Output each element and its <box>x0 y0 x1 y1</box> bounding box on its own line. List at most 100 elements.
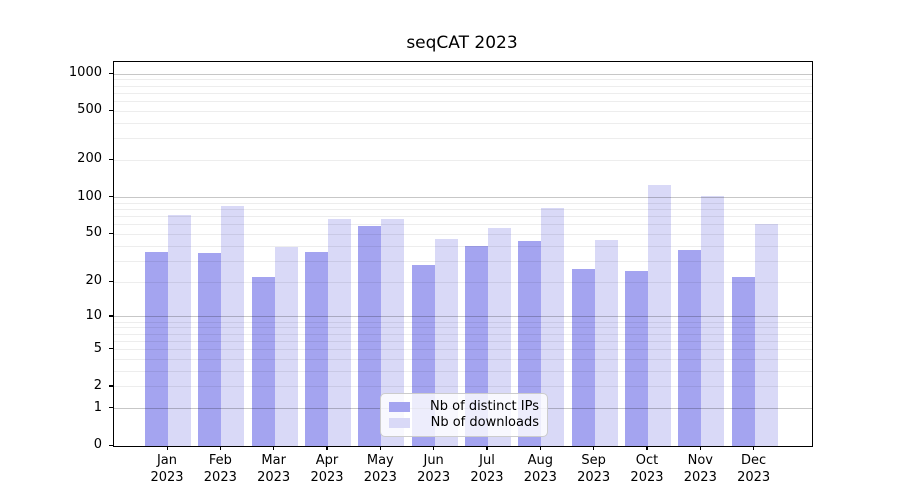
bar-distinct-ips-apr <box>304 251 328 446</box>
x-tick-year: 2023 <box>683 470 717 485</box>
x-tick-label-feb: Feb 2023 <box>190 452 250 486</box>
y-tick-mark <box>109 444 113 446</box>
x-tick-month: Feb <box>208 453 232 468</box>
bar-downloads-sep <box>594 239 618 446</box>
x-tick-mark <box>486 446 488 450</box>
bar-downloads-dec <box>754 223 778 446</box>
y-tick-label: 50 <box>85 225 102 241</box>
y-tick-label: 1 <box>93 399 102 415</box>
x-tick-mark <box>219 446 222 450</box>
bar-distinct-ips-nov <box>678 250 702 446</box>
bar-downloads-nov <box>701 195 725 446</box>
x-tick-label-apr: Apr 2023 <box>297 452 357 486</box>
x-tick-year: 2023 <box>417 470 451 485</box>
x-tick-month: Aug <box>527 453 553 468</box>
y-tick-mark <box>109 385 113 387</box>
legend-label-distinct-ips: Nb of distinct IPs <box>430 399 539 414</box>
x-tick-month: May <box>366 453 394 468</box>
bars-layer <box>114 62 812 446</box>
x-tick-month: Jul <box>479 453 495 468</box>
x-tick-month: Nov <box>687 453 713 468</box>
bar-downloads-mar <box>274 247 298 446</box>
y-tick-mark <box>109 158 113 161</box>
x-tick-mark <box>646 446 648 450</box>
x-tick-month: Jan <box>156 453 178 468</box>
x-tick-month: Mar <box>261 453 286 468</box>
bar-downloads-apr <box>327 218 351 446</box>
x-tick-year: 2023 <box>470 470 504 485</box>
legend-swatch-distinct-ips <box>389 402 410 412</box>
x-tick-label-jul: Jul 2023 <box>457 452 517 486</box>
bar-distinct-ips-mar <box>251 277 275 446</box>
y-tick-label: 1000 <box>68 65 102 80</box>
y-tick-mark <box>109 109 113 111</box>
x-tick-month: Jun <box>423 453 444 468</box>
x-tick-year: 2023 <box>577 470 611 485</box>
x-axis: Jan 2023 Feb 2023 Mar 2023 Apr 2023 May 2023 Jun 20… <box>113 446 811 496</box>
y-tick-mark <box>109 315 113 317</box>
x-tick-month: Apr <box>315 453 339 468</box>
y-tick-label: 500 <box>77 102 102 118</box>
legend: Nb of distinct IPs Nb of downloads <box>380 393 548 437</box>
x-tick-year: 2023 <box>257 470 291 485</box>
bar-distinct-ips-may <box>358 226 382 446</box>
legend-swatch-downloads <box>389 418 410 428</box>
x-tick-label-mar: Mar 2023 <box>244 452 304 486</box>
legend-label-downloads: Nb of downloads <box>430 415 539 430</box>
bar-distinct-ips-oct <box>624 270 648 446</box>
bar-downloads-oct <box>647 185 671 446</box>
y-axis: 0 1 2 5 10 20 50 100 200 500 1000 <box>0 61 113 452</box>
plot-area: Nb of distinct IPs Nb of downloads <box>113 61 813 447</box>
x-tick-label-sep: Sep 2023 <box>564 452 624 486</box>
x-tick-mark <box>699 446 701 450</box>
y-tick-mark <box>109 280 113 282</box>
x-tick-label-dec: Dec 2023 <box>724 452 784 486</box>
y-tick-mark <box>109 72 113 74</box>
x-tick-mark <box>753 446 755 450</box>
x-tick-year: 2023 <box>363 470 397 485</box>
y-tick-mark <box>109 232 113 234</box>
y-tick-label: 0 <box>93 437 102 452</box>
bar-distinct-ips-jan <box>145 251 168 446</box>
bar-distinct-ips-feb <box>198 253 222 446</box>
bar-distinct-ips-sep <box>571 268 595 446</box>
x-tick-month: Dec <box>741 453 767 468</box>
x-tick-label-jan: Jan 2023 <box>137 452 197 486</box>
y-tick-label: 2 <box>93 377 102 393</box>
x-tick-mark <box>166 446 168 450</box>
x-tick-mark <box>593 446 595 450</box>
x-tick-year: 2023 <box>523 470 557 485</box>
x-tick-year: 2023 <box>630 470 664 485</box>
x-tick-year: 2023 <box>203 470 237 485</box>
bar-downloads-feb <box>221 206 245 446</box>
y-tick-label: 10 <box>85 307 102 323</box>
x-tick-label-jun: Jun 2023 <box>404 452 464 486</box>
x-tick-year: 2023 <box>737 470 771 485</box>
x-tick-mark <box>326 446 328 450</box>
y-tick-label: 200 <box>77 151 102 167</box>
y-tick-label: 5 <box>93 340 102 356</box>
chart-title: seqCAT 2023 <box>406 33 518 53</box>
x-tick-label-may: May 2023 <box>350 452 410 486</box>
x-tick-label-nov: Nov 2023 <box>670 452 730 486</box>
x-tick-mark <box>379 446 381 450</box>
x-tick-year: 2023 <box>310 470 344 485</box>
legend-row-distinct-ips: Nb of distinct IPs <box>389 399 539 415</box>
x-tick-label-aug: Aug 2023 <box>510 452 570 486</box>
legend-row-downloads: Nb of downloads <box>389 415 539 431</box>
bar-distinct-ips-dec <box>731 277 755 446</box>
x-tick-year: 2023 <box>150 470 184 485</box>
y-tick-mark <box>109 407 113 409</box>
x-tick-month: Oct <box>635 453 659 468</box>
y-tick-mark <box>109 348 113 350</box>
bar-downloads-jan <box>168 215 191 446</box>
x-tick-mark <box>539 446 541 450</box>
x-tick-mark <box>273 446 275 450</box>
x-tick-label-oct: Oct 2023 <box>617 452 677 486</box>
bar-downloads-may <box>381 218 405 446</box>
bar-downloads-aug <box>541 208 565 446</box>
y-tick-label: 100 <box>77 188 102 204</box>
x-tick-month: Sep <box>581 453 606 468</box>
x-tick-mark <box>433 446 435 450</box>
